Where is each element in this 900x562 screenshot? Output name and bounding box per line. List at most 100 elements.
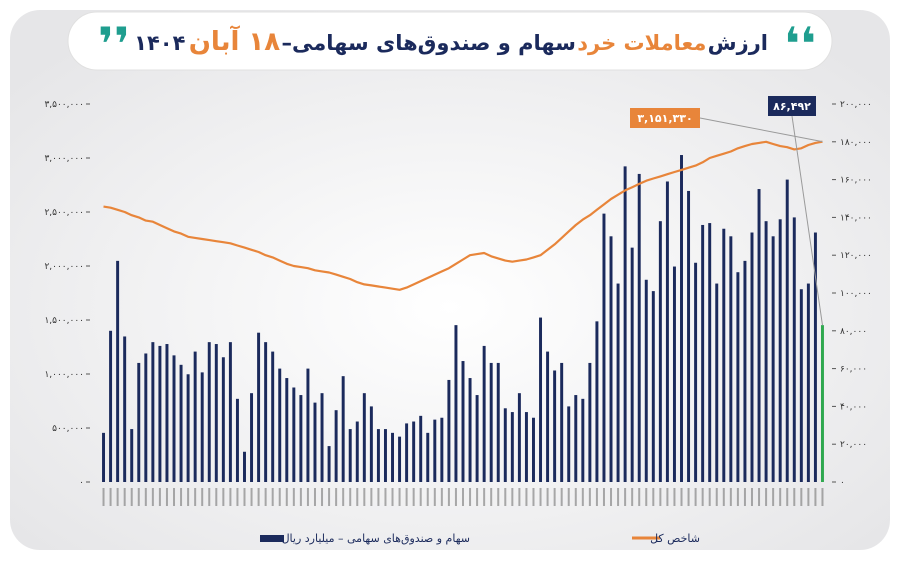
bar: [383, 429, 387, 482]
x-tick-label-mark: [476, 488, 479, 506]
x-tick-label-mark: [694, 488, 697, 506]
x-tick-label-mark: [595, 488, 598, 506]
legend-bar-swatch: [260, 535, 284, 542]
bar: [447, 379, 451, 482]
bar: [109, 330, 113, 482]
x-tick-label-mark: [236, 488, 239, 506]
x-tick-label-mark: [363, 488, 366, 506]
index-callout-value: ۳,۱۵۱,۳۳۰: [637, 112, 692, 125]
x-tick-label-mark: [666, 488, 669, 506]
legend: سهام و صندوق‌های سهامی – میلیارد ریال شا…: [260, 532, 700, 545]
x-tick-label-mark: [299, 488, 302, 506]
bar: [715, 283, 719, 482]
x-tick-label-mark: [469, 488, 472, 506]
bar: [651, 291, 655, 482]
bar: [158, 345, 162, 482]
x-tick-label-mark: [793, 488, 796, 506]
x-tick-label-mark: [130, 488, 133, 506]
bar: [123, 336, 127, 482]
bar: [567, 406, 571, 482]
x-tick-label-mark: [497, 488, 500, 506]
callouts: ۳,۱۵۱,۳۳۰ ۸۶,۴۹۲: [630, 96, 823, 326]
bar: [405, 423, 409, 482]
bar: [644, 279, 648, 482]
x-tick-label-mark: [560, 488, 563, 506]
bar: [419, 415, 423, 482]
left-tick-label: ۲,۰۰۰,۰۰۰: [44, 262, 84, 272]
bar: [440, 417, 444, 482]
bar: [630, 247, 634, 482]
x-tick-label-mark: [173, 488, 176, 506]
bar: [172, 355, 176, 482]
bar: [581, 398, 585, 482]
x-tick-label-mark: [250, 488, 253, 506]
bar: [658, 221, 662, 482]
bar: [369, 406, 373, 482]
x-tick-label-mark: [807, 488, 810, 506]
bar: [750, 232, 754, 482]
bar: [602, 213, 606, 482]
bar: [785, 179, 789, 482]
x-tick-label-mark: [349, 488, 352, 506]
x-tick-label-mark: [151, 488, 154, 506]
quote-close-icon: ❜❜: [98, 17, 130, 71]
x-tick-label-mark: [116, 488, 119, 506]
bar: [221, 357, 225, 482]
x-tick-label-mark: [321, 488, 324, 506]
bar: [292, 387, 296, 482]
left-tick-label: ۲,۵۰۰,۰۰۰: [44, 208, 84, 218]
left-axis: ۰ ۵۰۰,۰۰۰ ۱,۰۰۰,۰۰۰ ۱,۵۰۰,۰۰۰ ۲,۰۰۰,۰۰۰ ۲,۵۰۰…: [44, 100, 90, 488]
right-tick-label: ۶۰,۰۰۰: [840, 365, 867, 375]
title-part1: ارزش: [708, 31, 768, 55]
bar: [517, 393, 521, 482]
x-tick-label-mark: [278, 488, 281, 506]
x-tick-label-mark: [701, 488, 704, 506]
bar: [257, 332, 261, 482]
x-tick-label-mark: [264, 488, 267, 506]
bar: [616, 283, 620, 482]
x-tick-label-mark: [673, 488, 676, 506]
bar-series: [102, 155, 824, 483]
left-tick-label: ۵۰۰,۰۰۰: [52, 424, 84, 434]
bar: [694, 262, 698, 482]
x-tick-label-mark: [715, 488, 718, 506]
bar: [729, 236, 733, 482]
x-tick-label-mark: [419, 488, 422, 506]
bar: [362, 393, 366, 482]
x-tick-label-mark: [426, 488, 429, 506]
x-tick-label-mark: [412, 488, 415, 506]
bar: [757, 189, 761, 483]
bar: [243, 451, 246, 482]
bar: [355, 421, 359, 482]
x-tick-label-mark: [158, 488, 161, 506]
left-tick-label: ۳,۰۰۰,۰۰۰: [44, 154, 84, 164]
index-line: [103, 140, 823, 291]
header-title: ارزش معاملات خرد سهام و صندوق‌های سهامی–…: [134, 25, 768, 57]
x-tick-label-mark: [645, 488, 648, 506]
bar: [264, 342, 268, 482]
bar: [623, 166, 627, 482]
bar: [398, 436, 402, 482]
bar: [306, 368, 310, 482]
x-tick-label-mark: [736, 488, 739, 506]
x-tick-label-mark: [165, 488, 168, 506]
x-tick-label-mark: [447, 488, 450, 506]
bar: [137, 362, 141, 482]
bar-callout-box: [768, 96, 816, 116]
x-tick-label-mark: [342, 488, 345, 506]
x-tick-label-mark: [786, 488, 789, 506]
x-tick-label-mark: [490, 488, 493, 506]
x-tick-label-mark: [546, 488, 549, 506]
x-tick-label-mark: [377, 488, 380, 506]
x-tick-label-mark: [180, 488, 183, 506]
bar: [250, 393, 254, 482]
bar: [799, 289, 803, 482]
bar: [200, 372, 204, 482]
x-tick-label-mark: [335, 488, 338, 506]
bar: [214, 344, 218, 482]
bar: [813, 232, 817, 482]
bar: [285, 378, 289, 482]
index-callout-leader: [699, 117, 823, 143]
bar: [510, 412, 514, 482]
